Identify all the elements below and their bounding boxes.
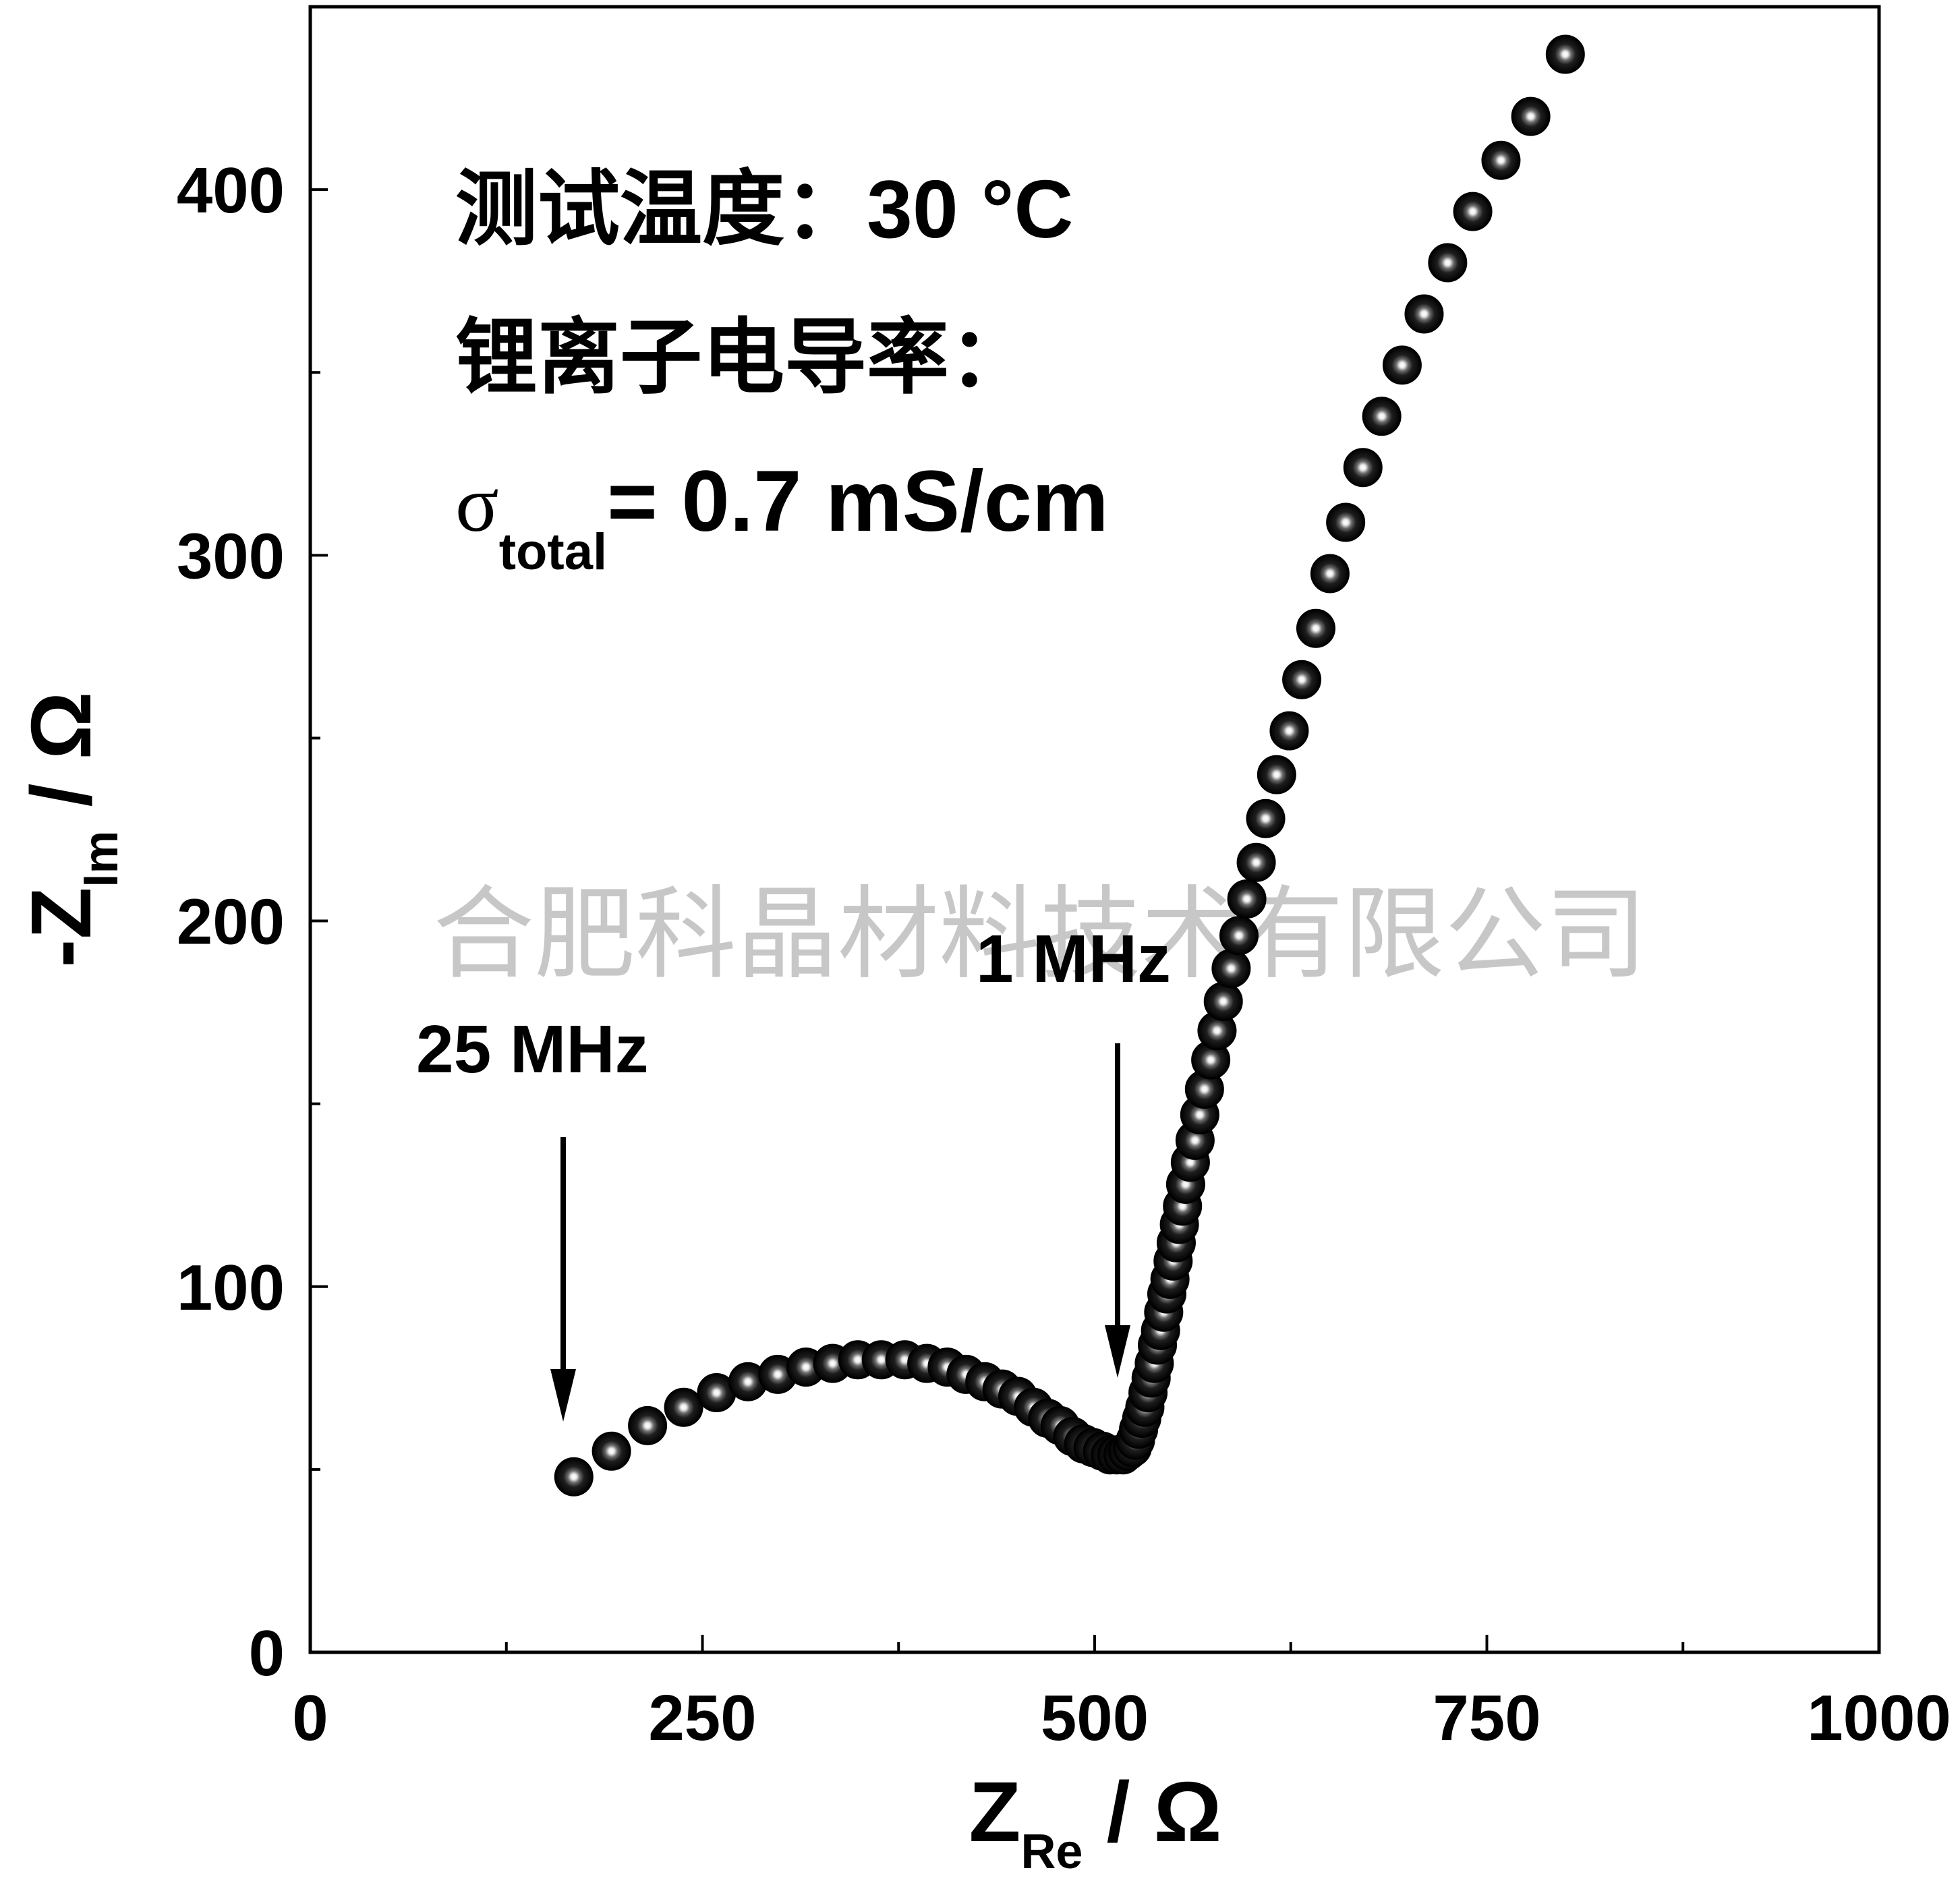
x-axis-title-unit: / Ω	[1083, 1764, 1221, 1859]
x-axis-title: ZRe / Ω	[969, 1764, 1221, 1879]
data-point	[1453, 192, 1493, 231]
data-point	[1343, 448, 1383, 488]
y-axis-title: -ZIm / Ω	[13, 691, 128, 967]
x-tick-label: 500	[1041, 1682, 1149, 1754]
data-point	[1269, 711, 1309, 751]
data-point	[628, 1405, 668, 1445]
arrow-1mhz-head	[1105, 1325, 1130, 1378]
y-tick-label: 400	[177, 154, 285, 227]
data-point	[1511, 96, 1551, 136]
conductivity-label: 锂离子电导率：	[455, 310, 1031, 405]
y-tick-label: 100	[177, 1252, 285, 1324]
data-point	[1404, 294, 1444, 334]
arrow-1mhz: 1 MHz	[976, 921, 1171, 1378]
x-axis-title-main: Z	[969, 1764, 1020, 1859]
y-tick-label: 300	[177, 520, 285, 592]
sigma-value: = 0.7 mS/cm	[607, 453, 1109, 550]
data-point	[1236, 842, 1276, 882]
sigma-symbol: σ	[455, 459, 499, 548]
data-point	[1227, 879, 1267, 919]
data-point	[1219, 916, 1259, 956]
y-axis: 0 100 200 300 400	[177, 5, 328, 1689]
data-point	[554, 1457, 594, 1497]
x-tick-label: 1000	[1807, 1682, 1951, 1754]
test-temperature-value: 30 °C	[867, 163, 1074, 255]
arrow-25mhz-head	[550, 1369, 576, 1422]
conductivity-value: σtotal= 0.7 mS/cm	[455, 453, 1109, 581]
data-point	[1296, 608, 1335, 648]
data-point	[1545, 34, 1585, 74]
y-tick-label: 0	[249, 1617, 285, 1689]
x-tick-label: 750	[1433, 1682, 1540, 1754]
arrow-1mhz-label: 1 MHz	[976, 921, 1171, 997]
data-series	[554, 34, 1585, 1497]
data-point	[1362, 397, 1402, 436]
data-point	[592, 1431, 631, 1471]
sigma-subscript: total	[499, 523, 607, 581]
x-axis-title-sub: Re	[1020, 1825, 1083, 1879]
y-axis-title-unit: / Ω	[13, 691, 109, 830]
data-point	[1203, 981, 1243, 1021]
watermark-text: 合肥科晶材料技术有限公司	[433, 876, 1647, 993]
data-point	[1282, 660, 1322, 699]
x-tick-label: 250	[648, 1682, 756, 1754]
x-tick-label: 0	[292, 1682, 328, 1754]
y-tick-label: 200	[177, 886, 285, 958]
data-point	[1326, 502, 1366, 542]
data-point	[1257, 755, 1296, 794]
annotation-block: 测试温度：30 °C 锂离子电导率： σtotal= 0.7 mS/cm	[455, 161, 1109, 581]
arrow-25mhz: 25 MHz	[416, 1012, 649, 1422]
y-axis-title-main: -Z	[13, 888, 109, 968]
data-point	[1481, 140, 1521, 180]
test-temperature-text: 测试温度：	[455, 161, 867, 257]
data-point	[1428, 243, 1468, 283]
x-axis: 0 250 500 750 1000	[292, 1635, 1951, 1754]
data-point	[1211, 949, 1251, 989]
arrow-25mhz-label: 25 MHz	[416, 1012, 649, 1087]
data-point	[1382, 345, 1422, 385]
y-axis-title-sub: Im	[74, 831, 128, 888]
data-point	[1246, 799, 1286, 838]
test-temperature-label: 测试温度：30 °C	[455, 161, 1074, 257]
data-point	[664, 1387, 703, 1427]
data-point	[1310, 554, 1350, 593]
